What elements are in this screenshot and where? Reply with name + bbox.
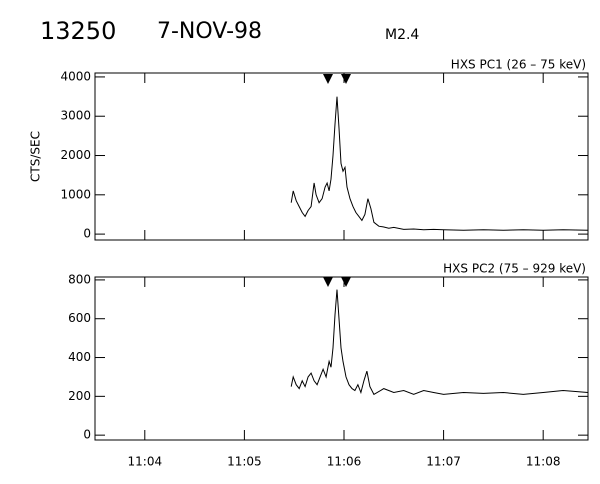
y-tick-label: 0 <box>83 227 91 241</box>
x-tick-label: 11:05 <box>227 455 262 469</box>
y-tick-label: 0 <box>83 428 91 442</box>
event-id: 13250 <box>40 17 116 45</box>
y-tick-label: 600 <box>68 311 91 325</box>
panel-title: HXS PC2 (75 – 929 keV) <box>443 262 586 276</box>
marker <box>323 277 333 287</box>
y-tick-label: 400 <box>68 350 91 364</box>
panel-title: HXS PC1 (26 – 75 keV) <box>451 58 586 72</box>
flare-class: M2.4 <box>385 27 419 43</box>
x-tick-label: 11:07 <box>426 455 461 469</box>
y-tick-label: 800 <box>68 272 91 286</box>
y-tick-label: 200 <box>68 389 91 403</box>
y-axis-label: CTS/SEC <box>29 131 43 182</box>
x-tick-label: 11:06 <box>327 455 362 469</box>
x-tick-label: 11:08 <box>526 455 561 469</box>
y-tick-label: 3000 <box>60 109 91 123</box>
marker <box>323 74 333 84</box>
y-tick-label: 2000 <box>60 148 91 162</box>
x-tick-label: 11:04 <box>128 455 163 469</box>
data-line <box>290 289 589 396</box>
data-line <box>290 96 589 231</box>
plot-frame <box>94 72 589 241</box>
plot-frame <box>94 276 589 441</box>
y-tick-label: 4000 <box>60 69 91 83</box>
event-date: 7-NOV-98 <box>157 19 262 44</box>
y-tick-label: 1000 <box>60 187 91 201</box>
